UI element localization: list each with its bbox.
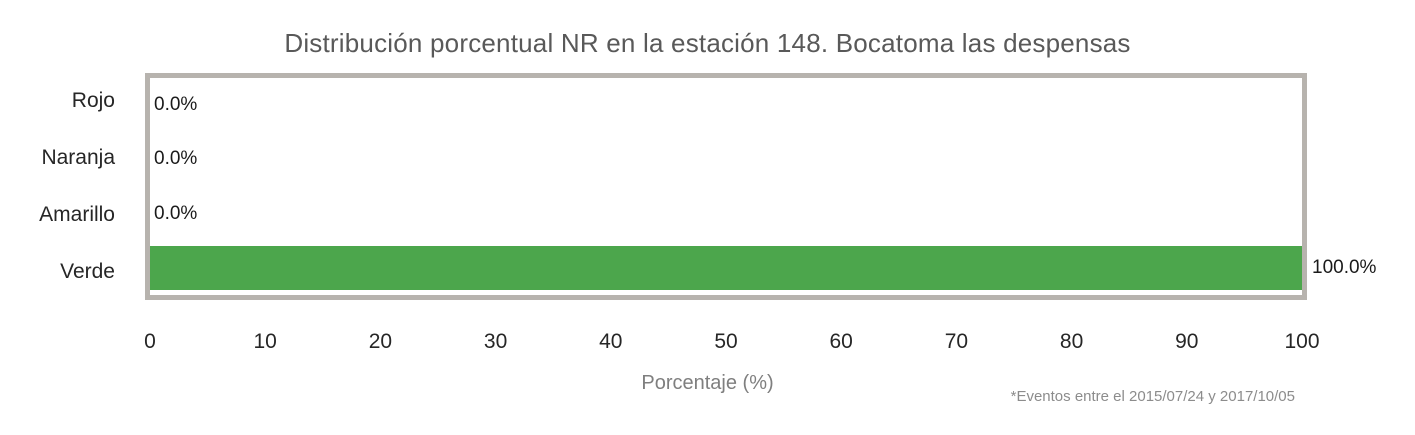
x-tick-label: 20 xyxy=(368,330,393,353)
y-axis-label: Rojo xyxy=(71,89,115,113)
value-label: 0.0% xyxy=(154,148,198,170)
value-label: 0.0% xyxy=(154,202,198,224)
x-axis-title: Porcentaje (%) xyxy=(641,372,774,394)
chart-footnote: *Eventos entre el 2015/07/24 y 2017/10/0… xyxy=(1010,388,1295,405)
x-tick-label: 60 xyxy=(829,330,853,353)
plot-area: 0.0% 0.0% 0.0% 100.0% xyxy=(145,73,1376,300)
x-tick-label: 10 xyxy=(253,330,277,353)
x-tick-label: 90 xyxy=(1175,330,1199,353)
x-axis-ticks: 0 10 20 30 40 50 60 70 80 90 100 xyxy=(144,330,1319,356)
x-tick-label: 30 xyxy=(483,330,508,353)
x-tick-label: 0 xyxy=(144,330,156,353)
x-tick-label: 50 xyxy=(714,330,738,353)
bar xyxy=(150,245,1302,290)
y-axis-labels: Rojo Naranja Amarillo Verde xyxy=(0,73,145,300)
x-tick-label: 70 xyxy=(944,330,969,353)
y-axis-label: Amarillo xyxy=(39,202,115,226)
value-label: 0.0% xyxy=(154,94,198,116)
x-tick-label: 100 xyxy=(1284,330,1320,353)
chart-title: Distribución porcentual NR en la estació… xyxy=(284,28,1131,58)
x-tick-label: 80 xyxy=(1059,330,1084,353)
y-axis-label: Naranja xyxy=(41,146,115,170)
x-tick-label: 40 xyxy=(599,330,623,353)
y-axis-label: Verde xyxy=(60,259,115,283)
value-label: 100.0% xyxy=(1312,256,1377,278)
